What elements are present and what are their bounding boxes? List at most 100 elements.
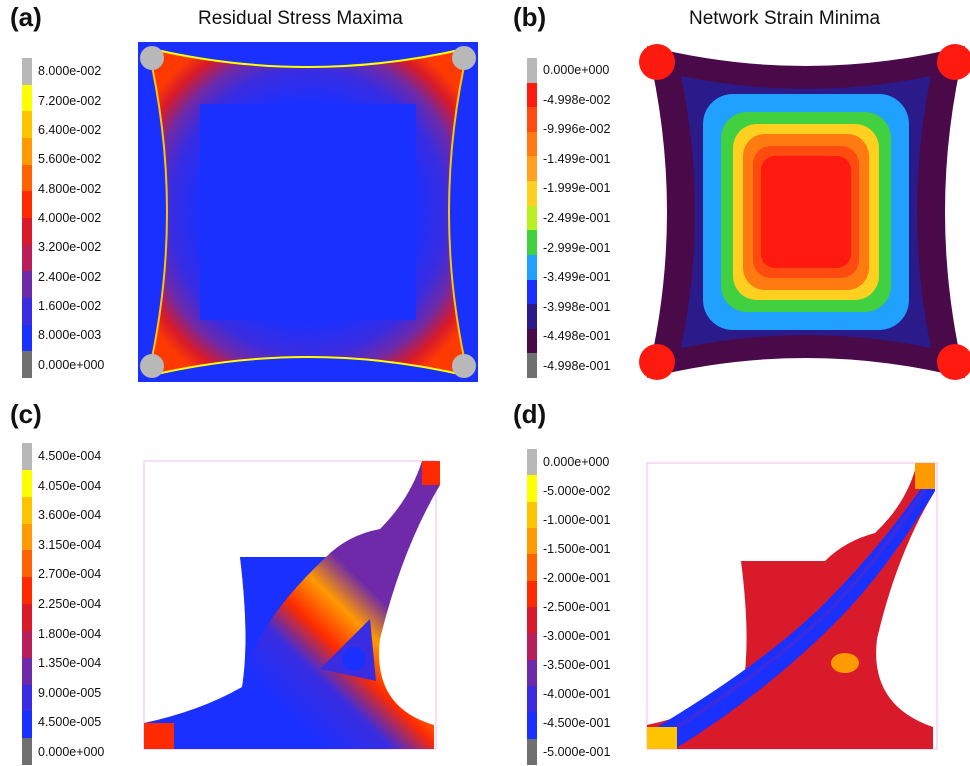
- color-legend: 8.000e-002 7.200e-002 6.400e-002 5.600e-002…: [22, 58, 142, 379]
- legend-swatch: [527, 82, 537, 108]
- legend-tick-label: -4.000e-001: [543, 686, 611, 701]
- legend-swatch: [22, 111, 32, 139]
- legend-tick-label: 2.400e-002: [38, 269, 102, 284]
- legend-tick-label: -4.500e-001: [543, 715, 611, 730]
- legend-tick-label: -3.000e-001: [543, 628, 611, 643]
- legend-swatch: [527, 254, 537, 281]
- legend-swatch: [22, 138, 32, 166]
- legend-swatch: [527, 633, 537, 661]
- legend-swatch: [22, 711, 32, 739]
- residual-stress-field: [138, 42, 478, 382]
- legend-tick-label: -1.999e-001: [543, 181, 611, 196]
- legend-tick-label: 4.500e-005: [38, 715, 102, 730]
- residual-stress-quarter-field: [143, 460, 440, 750]
- legend-tick-label: -5.000e-001: [543, 744, 611, 759]
- legend-tick-label: 0.000e+000: [38, 357, 105, 372]
- panel-d: (d) 0.000e+000 -5.000e-002 -1.000e-001 -1.5…: [485, 383, 970, 766]
- legend-swatch: [527, 58, 537, 84]
- legend-tick-label: 5.600e-002: [38, 152, 102, 167]
- panel-title: Network Strain Minima: [689, 8, 881, 29]
- legend-tick-label: 8.000e-003: [38, 328, 102, 343]
- legend-swatch: [22, 218, 32, 246]
- legend-tick-label: -4.998e-002: [543, 92, 611, 107]
- legend-tick-label: 4.800e-002: [38, 181, 102, 196]
- legend-swatch: [22, 523, 32, 551]
- network-strain-quarter-field: [646, 462, 938, 750]
- legend-tick-label: 2.700e-004: [38, 567, 102, 582]
- legend-swatch: [527, 475, 537, 503]
- legend-tick-label: 7.200e-002: [38, 93, 102, 108]
- legend-swatch: [527, 528, 537, 555]
- legend-tick-label: 3.200e-002: [38, 240, 102, 255]
- legend-tick-label: 1.600e-002: [38, 299, 102, 313]
- legend-swatch: [22, 298, 32, 326]
- legend-tick-label: 1.800e-004: [38, 626, 102, 641]
- color-legend: 0.000e+000 -5.000e-002 -1.000e-001 -1.500e-…: [527, 449, 647, 766]
- legend-swatch: [527, 181, 537, 207]
- legend-swatch: [527, 279, 537, 305]
- legend-swatch: [527, 107, 537, 133]
- legend-swatch: [527, 712, 537, 740]
- legend-tick-label: -3.500e-001: [543, 657, 611, 672]
- legend-swatch: [527, 304, 537, 330]
- panel-a: (a) Residual Stress Maxima 8.000e-002 7.2…: [0, 0, 485, 383]
- legend-tick-label: 0.000e+000: [543, 455, 610, 470]
- legend-tick-label: -2.000e-001: [543, 571, 611, 586]
- legend-tick-label: -4.998e-001: [543, 358, 611, 373]
- legend-swatch: [22, 324, 32, 352]
- legend-tick-label: -2.499e-001: [543, 211, 611, 225]
- legend-tick-label: 9.000e-005: [38, 685, 102, 700]
- legend-swatch: [527, 607, 537, 634]
- legend-swatch: [527, 156, 537, 182]
- legend-swatch: [22, 443, 32, 471]
- legend-swatch: [22, 271, 32, 299]
- legend-swatch: [22, 351, 32, 379]
- legend-swatch: [527, 501, 537, 529]
- panel-title: Residual Stress Maxima: [198, 8, 403, 29]
- legend-tick-label: -9.996e-002: [543, 122, 611, 137]
- legend-swatch: [22, 738, 32, 766]
- legend-swatch: [22, 164, 32, 192]
- legend-swatch: [527, 205, 537, 231]
- legend-swatch: [527, 554, 537, 582]
- network-strain-field: [639, 44, 970, 380]
- legend-tick-label: 0.000e+000: [38, 744, 105, 759]
- color-legend: 4.500e-004 4.050e-004 3.600e-004 3.150e-004…: [22, 443, 142, 766]
- legend-swatch: [527, 353, 537, 379]
- legend-swatch: [527, 686, 537, 713]
- legend-swatch: [22, 657, 32, 685]
- legend-tick-label: -3.998e-001: [543, 299, 611, 314]
- legend-tick-label: 4.000e-002: [38, 211, 102, 225]
- legend-swatch: [22, 84, 32, 112]
- panel-b: (b) Network Strain Minima 0.000e+000 -4.9…: [485, 0, 970, 383]
- legend-swatch: [22, 630, 32, 659]
- legend-swatch: [527, 738, 537, 766]
- legend-tick-label: 4.500e-004: [38, 449, 102, 464]
- legend-tick-label: 8.000e-002: [38, 64, 102, 79]
- panel-label: (d): [513, 399, 547, 429]
- panel-c: (c) 4.500e-004 4.050e-004 3.600e-004 3.150e…: [0, 383, 485, 766]
- legend-tick-label: -2.500e-001: [543, 600, 611, 614]
- legend-tick-label: 6.400e-002: [38, 123, 102, 137]
- legend-tick-label: 0.000e+000: [543, 63, 610, 78]
- legend-tick-label: 2.250e-004: [38, 597, 102, 611]
- color-legend: 0.000e+000 -4.998e-002 -9.996e-002 -1.499e-…: [527, 58, 647, 379]
- legend-tick-label: -1.499e-001: [543, 151, 611, 166]
- legend-tick-label: 3.150e-004: [38, 537, 102, 552]
- legend-tick-label: -4.498e-001: [543, 329, 611, 344]
- legend-tick-label: -2.999e-001: [543, 240, 611, 255]
- legend-swatch: [22, 191, 32, 219]
- panel-label: (c): [10, 399, 42, 429]
- legend-tick-label: -1.000e-001: [543, 513, 611, 528]
- legend-swatch: [22, 496, 32, 524]
- legend-swatch: [22, 604, 32, 632]
- legend-tick-label: -1.500e-001: [543, 542, 611, 557]
- legend-tick-label: 4.050e-004: [38, 478, 102, 493]
- legend-swatch: [527, 131, 537, 157]
- panel-label: (b): [513, 2, 547, 32]
- legend-tick-label: 3.600e-004: [38, 508, 102, 523]
- legend-tick-label: -3.499e-001: [543, 270, 611, 285]
- legend-swatch: [527, 328, 537, 354]
- legend-tick-label: -5.000e-002: [543, 484, 611, 499]
- legend-swatch: [22, 244, 32, 272]
